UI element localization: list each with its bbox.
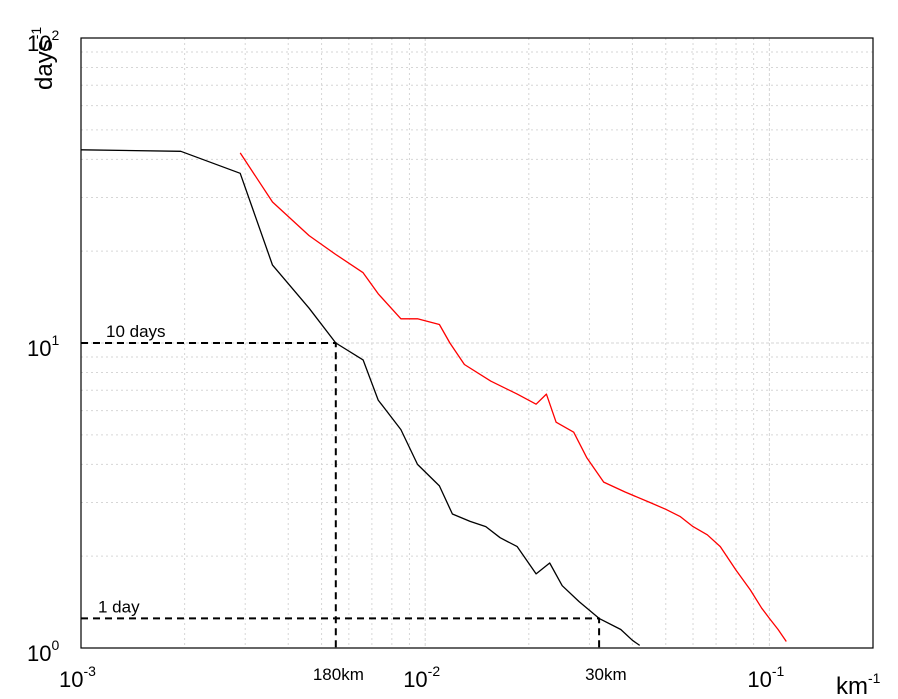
x-tick-label-2: 10-1 xyxy=(747,663,784,692)
y-tick-label-0: 100 xyxy=(27,637,59,666)
annotations: 10 days 1 day 180km 30km xyxy=(98,322,627,684)
plot-frame xyxy=(80,37,874,649)
series-line-1 xyxy=(239,152,787,642)
annotation-3: 30km xyxy=(585,665,627,684)
y-axis-label: days-1 xyxy=(28,27,58,90)
y-tick-label-2: 102 xyxy=(27,27,59,56)
annotation-2: 180km xyxy=(313,665,364,684)
x-tick-label-0: 10-3 xyxy=(59,663,96,692)
reference-line-2 xyxy=(81,342,337,648)
grid xyxy=(81,38,873,648)
x-tick-label-1: 10-2 xyxy=(403,663,440,692)
series-layer xyxy=(80,149,787,648)
reference-line-3 xyxy=(81,617,601,648)
annotation-1: 1 day xyxy=(98,597,140,616)
series-line-0 xyxy=(80,149,641,646)
tick-labels: 10-3 10-2 10-1 100 101 102 xyxy=(27,27,785,692)
axis-labels: km-1 days-1 xyxy=(28,27,881,699)
x-axis-label: km-1 xyxy=(836,670,881,699)
annotation-0: 10 days xyxy=(106,322,166,341)
y-tick-label-1: 101 xyxy=(27,332,59,361)
